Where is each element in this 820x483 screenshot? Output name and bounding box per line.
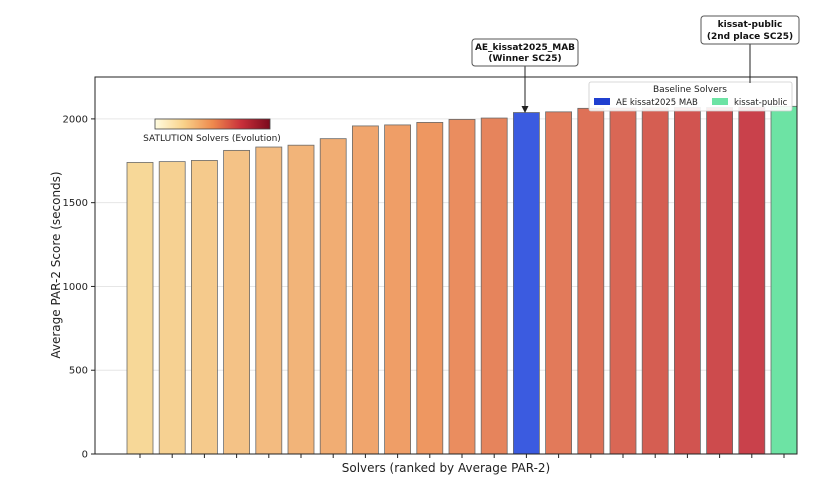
bar-18 — [674, 107, 701, 455]
annotation-winner-line2: (Winner SC25) — [488, 54, 561, 64]
legend-box — [588, 81, 793, 112]
y-tick-label: 0 — [82, 450, 88, 461]
bar-14 — [545, 111, 572, 455]
colorbar-label: SATLUTION Solvers (Evolution) — [143, 134, 281, 144]
bar-19 — [706, 107, 733, 455]
bar-12 — [480, 117, 508, 455]
colorbar: SATLUTION Solvers (Evolution) — [143, 118, 281, 144]
legend-entry-second: kissat-public — [734, 98, 788, 108]
annotation-second: kissat-public (2nd place SC25) — [700, 15, 800, 83]
y-axis: 0 500 1000 1500 2000 — [63, 114, 95, 461]
bar-5 — [255, 146, 283, 455]
x-axis — [139, 454, 785, 458]
bar-8 — [351, 125, 379, 455]
bar-7 — [319, 138, 347, 455]
y-tick-label: 500 — [69, 366, 88, 377]
bar-6 — [287, 144, 315, 455]
bar-11 — [448, 118, 476, 455]
colorbar-gradient — [154, 118, 271, 130]
bar-9 — [384, 124, 412, 455]
annotation-winner: AE_kissat2025_MAB (Winner SC25) — [471, 38, 579, 113]
annotation-second-box — [700, 15, 800, 45]
bar-16 — [609, 107, 637, 455]
bar-15 — [577, 107, 605, 455]
annotation-second-line1: kissat-public — [718, 20, 783, 30]
bar-20 — [738, 106, 766, 455]
legend-swatch-winner — [594, 98, 610, 105]
y-axis-label: Average PAR-2 Score (seconds) — [49, 171, 63, 358]
legend-swatch-second — [712, 98, 728, 105]
legend-entry-winner: AE kissat2025 MAB — [616, 98, 698, 108]
y-tick-label: 2000 — [63, 114, 88, 125]
bars — [126, 105, 798, 455]
bar-3 — [190, 160, 218, 455]
legend: Baseline Solvers AE kissat2025 MAB kissa… — [588, 81, 793, 112]
x-axis-label: Solvers (ranked by Average PAR-2) — [342, 461, 551, 475]
annotation-winner-line1: AE_kissat2025_MAB — [475, 43, 575, 53]
y-tick-label: 1500 — [63, 198, 88, 209]
annotation-second-line2: (2nd place SC25) — [707, 32, 793, 42]
bar-2 — [158, 161, 186, 455]
legend-title: Baseline Solvers — [653, 85, 727, 95]
bar-10 — [416, 122, 444, 455]
annotation-winner-box — [471, 38, 579, 67]
y-tick-label: 1000 — [63, 282, 88, 293]
bar-4 — [223, 149, 251, 455]
bar-21 — [770, 105, 798, 455]
bar-13 — [513, 112, 540, 455]
annotation-winner-arrowhead — [521, 106, 529, 113]
bar-17 — [641, 107, 669, 455]
plot-frame — [94, 76, 798, 455]
bar-1 — [126, 162, 154, 455]
